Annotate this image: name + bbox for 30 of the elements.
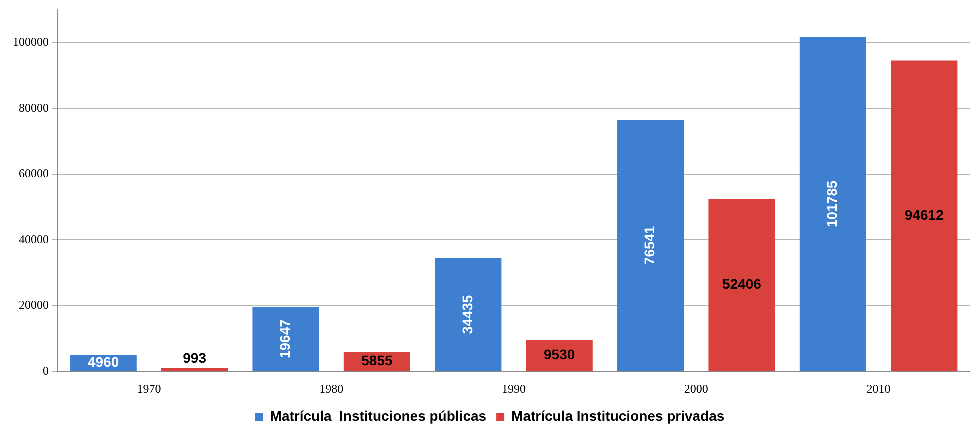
bar bbox=[252, 307, 320, 372]
y-tick-label: 80000 bbox=[19, 100, 49, 115]
data-label: 76541 bbox=[642, 226, 658, 266]
x-tick-label: 1980 bbox=[320, 382, 344, 396]
bar bbox=[435, 258, 502, 372]
data-label: 19647 bbox=[276, 319, 293, 359]
y-tick-label: 60000 bbox=[19, 166, 49, 181]
bar bbox=[162, 368, 228, 372]
data-label: 5855 bbox=[362, 352, 393, 369]
data-label: 9530 bbox=[544, 346, 576, 363]
bar bbox=[891, 60, 958, 372]
data-label: 94612 bbox=[904, 206, 944, 223]
x-tick-label: 1990 bbox=[502, 382, 526, 396]
legend-label: Matrícula Instituciones públicas bbox=[270, 408, 487, 424]
y-tick-label: 40000 bbox=[19, 232, 49, 246]
data-label: 52406 bbox=[722, 276, 762, 292]
bar bbox=[618, 120, 684, 372]
y-tick-label: 20000 bbox=[19, 298, 49, 312]
y-tick-label: 0 bbox=[43, 364, 49, 378]
data-label: 34435 bbox=[459, 295, 476, 334]
x-tick-label: 2000 bbox=[684, 382, 708, 396]
data-label: 993 bbox=[183, 350, 207, 366]
legend-label: Matrícula Instituciones privadas bbox=[512, 408, 725, 424]
y-tick-label: 100000 bbox=[13, 35, 49, 50]
x-tick-label: 2010 bbox=[866, 382, 891, 396]
bar bbox=[708, 199, 776, 372]
data-label: 4960 bbox=[88, 354, 120, 370]
bar bbox=[800, 37, 866, 372]
x-tick-label: 1970 bbox=[137, 382, 162, 396]
data-label: 101785 bbox=[824, 180, 840, 228]
